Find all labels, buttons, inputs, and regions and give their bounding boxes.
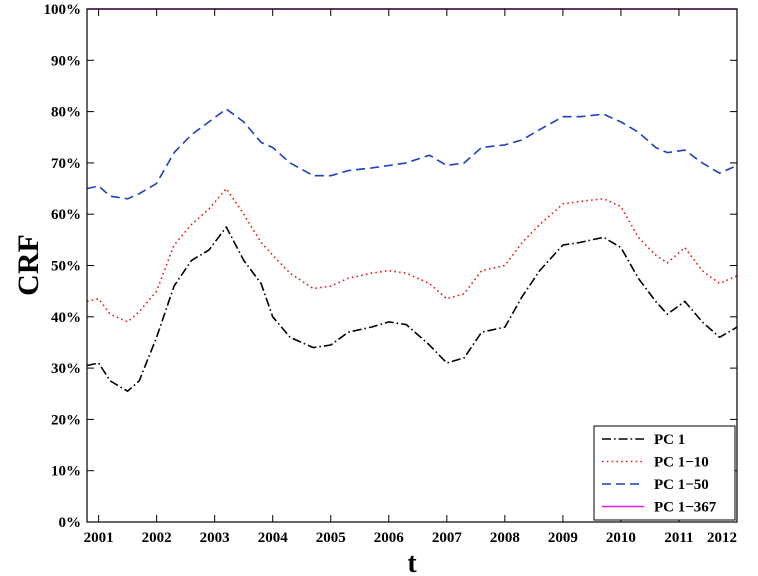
y-tick-label: 80% <box>51 105 81 121</box>
series-line-1 <box>86 226 738 392</box>
y-tick-label: 100% <box>44 2 82 18</box>
y-tick-label: 0% <box>59 515 82 531</box>
series-layer <box>86 8 738 392</box>
legend-box <box>593 425 736 521</box>
legend-label-4: PC 1−367 <box>654 500 717 516</box>
x-tick-label: 2009 <box>548 530 578 546</box>
series-line-2 <box>86 187 738 323</box>
series-line-3 <box>86 108 738 200</box>
legend: PC 1 PC 1−10 PC 1−50 PC 1−367 <box>593 425 736 521</box>
x-tick-label: 2010 <box>606 530 636 546</box>
x-axis-title: t <box>407 548 417 576</box>
x-tick-label: 2003 <box>200 530 230 546</box>
y-tick-label: 90% <box>51 53 81 69</box>
x-tick-label: 2007 <box>432 530 463 546</box>
x-tick-label: 2004 <box>258 530 289 546</box>
x-tick-label: 2002 <box>142 530 172 546</box>
x-tick-label: 2001 <box>84 530 114 546</box>
x-tick-label: 2008 <box>490 530 520 546</box>
legend-label-3: PC 1−50 <box>654 477 709 493</box>
axis-layer: 0% 10% 20% 30% 40% 50% 60% 70% 80% 90% 100% 2001 200… <box>44 2 738 546</box>
x-tick-label: 2006 <box>374 530 405 546</box>
y-tick-label: 30% <box>51 361 81 377</box>
x-tick-label: 2012 <box>707 530 737 546</box>
legend-label-1: PC 1 <box>654 432 685 448</box>
y-tick-label: 20% <box>51 412 81 428</box>
y-tick-label: 60% <box>51 207 81 223</box>
y-tick-label: 10% <box>51 464 81 480</box>
y-axis-title: CRF <box>12 234 45 296</box>
y-tick-label: 50% <box>51 259 81 275</box>
legend-label-2: PC 1−10 <box>654 455 709 471</box>
x-tick-label: 2005 <box>316 530 346 546</box>
y-tick-label: 40% <box>51 310 81 326</box>
y-tick-label: 70% <box>51 156 81 172</box>
x-tick-label: 2011 <box>664 530 693 546</box>
